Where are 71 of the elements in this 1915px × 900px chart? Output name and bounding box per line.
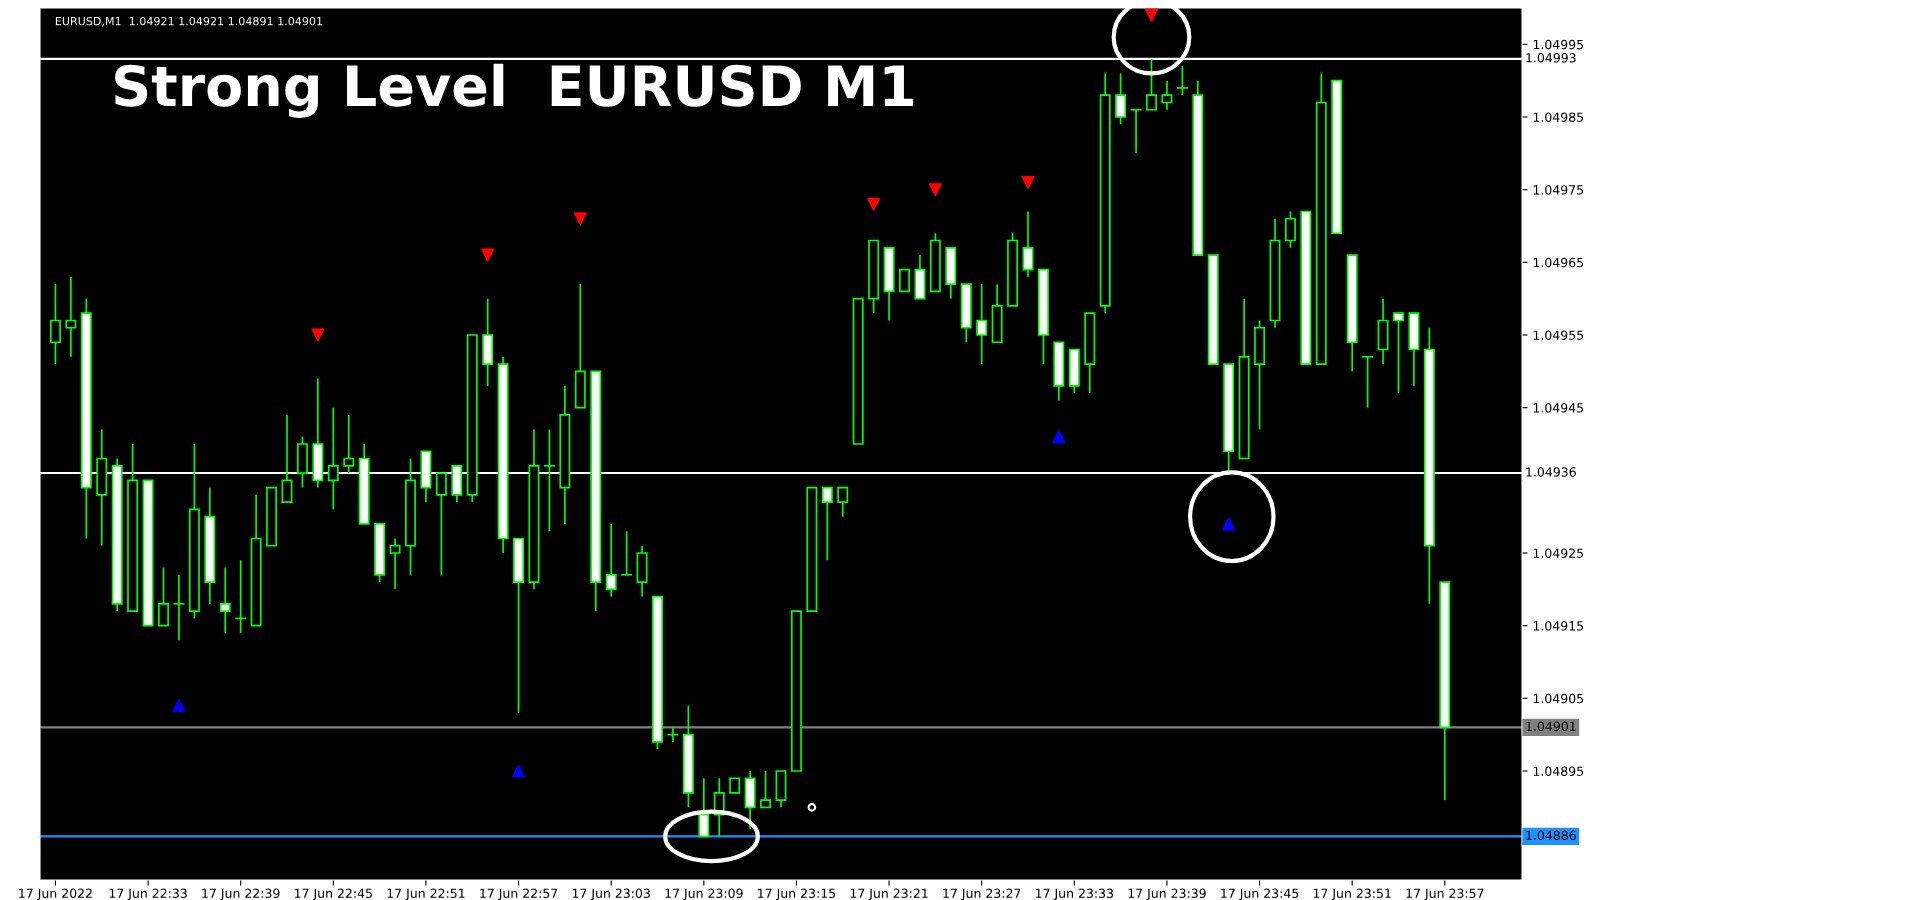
x-tick-label: 17 Jun 23:21 <box>850 888 928 900</box>
candlestick <box>389 537 401 591</box>
candlestick <box>899 268 910 293</box>
x-tick-label: 17 Jun 23:57 <box>1406 888 1484 900</box>
candlestick <box>327 406 339 511</box>
candlestick <box>158 566 169 627</box>
y-tick-label: 1.04975 <box>1533 185 1584 195</box>
y-tick-label: 1.04915 <box>1533 621 1584 631</box>
point <box>172 699 186 713</box>
annotation: EURUSD,M1 1.04921 1.04921 1.04891 1.04901 <box>55 16 323 27</box>
y-tick-label: 1.04965 <box>1533 257 1584 268</box>
x-tick-label: 17 Jun 22:57 <box>480 888 558 900</box>
point <box>1144 8 1159 22</box>
candlestick <box>435 472 447 576</box>
candlestick <box>837 486 849 518</box>
candlestick <box>1284 210 1296 249</box>
x-tick-label: 17 Jun 23:39 <box>1128 888 1206 900</box>
point <box>1021 175 1035 189</box>
x-tick-label: 17 Jun 23:03 <box>572 888 650 900</box>
candlestick <box>1130 108 1142 155</box>
point <box>807 803 817 812</box>
candlestick <box>821 486 833 562</box>
x-tick-label: 17 Jun 22:45 <box>294 888 372 900</box>
y-tick-label: 1.04925 <box>1533 548 1584 558</box>
point <box>1222 517 1236 531</box>
candlestick <box>343 414 355 474</box>
candlestick <box>65 276 77 358</box>
candlestick <box>621 530 633 576</box>
candlestick <box>49 283 61 365</box>
y-tick-label: 1.04995 <box>1533 39 1584 50</box>
candlestick <box>1176 65 1188 97</box>
candlestick <box>173 573 185 642</box>
x-tick-label: 17 Jun 22:39 <box>202 888 280 900</box>
y-tick-label: 1.04955 <box>1533 330 1584 340</box>
text: Strong Level EURUSD M1 <box>115 63 914 118</box>
candlestick <box>1393 312 1404 394</box>
y-tick-label: 1.04905 <box>1533 693 1584 704</box>
ref-line-label: 1.04901 <box>1526 721 1576 732</box>
ref-line-label: 1.04886 <box>1526 830 1576 841</box>
x-tick-label: 17 Jun 22:51 <box>387 888 465 900</box>
candlestick <box>543 428 555 533</box>
x-tick-label: 17 Jun 22:33 <box>109 888 187 900</box>
candlestick <box>1022 210 1034 278</box>
candlestick <box>1362 355 1374 409</box>
candlestick <box>281 414 293 503</box>
candlestick <box>1161 79 1173 111</box>
candlestick <box>1115 72 1127 126</box>
x-tick-label: 17 Jun 23:27 <box>943 888 1021 900</box>
candlestick <box>976 283 988 365</box>
x-tick-label: 17 Jun 23:15 <box>758 888 836 900</box>
y-tick-label: 1.04895 <box>1533 766 1584 776</box>
point <box>512 764 526 778</box>
point <box>573 212 587 226</box>
x-tick-label: 17 Jun 23:51 <box>1313 888 1391 900</box>
candlestick <box>605 523 617 598</box>
ref-line-label: 1.04936 <box>1526 467 1576 477</box>
ref-line-label: 1.04993 <box>1526 53 1576 63</box>
x-tick-label: 17 Jun 2022 <box>19 888 92 900</box>
x-tick-label: 17 Jun 23:45 <box>1221 888 1299 900</box>
x-tick-label: 17 Jun 23:09 <box>665 888 743 900</box>
candlestick <box>760 770 772 809</box>
x-tick-label: 17 Jun 23:33 <box>1035 888 1114 900</box>
point <box>311 328 325 342</box>
candlestick <box>1146 58 1157 111</box>
y-tick-label: 1.04985 <box>1533 112 1584 122</box>
y-tick-label: 1.04945 <box>1533 403 1584 413</box>
candlestick <box>219 566 231 634</box>
point <box>1052 430 1066 444</box>
point <box>867 197 881 211</box>
point <box>481 248 495 262</box>
point <box>928 183 942 197</box>
